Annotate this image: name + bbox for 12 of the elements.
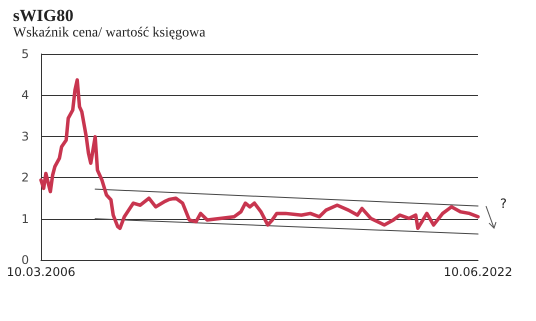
x-tick-label: 10.03.2006 [6,265,76,279]
y-tick-label: 3 [21,129,29,144]
y-tick-label: 2 [21,170,29,185]
y-tick-label: 1 [21,212,29,226]
y-tick-label: 5 [21,47,29,61]
chart-title: sWIG80 [13,6,74,25]
y-tick-label: 0 [21,253,29,267]
y-tick-label: 4 [21,88,29,102]
line-series [39,78,480,230]
chart-subtitle: Wskaźnik cena/ wartość księgowa [13,26,206,40]
text: ? [500,197,507,212]
x-tick-label: 10.06.2022 [444,265,512,279]
